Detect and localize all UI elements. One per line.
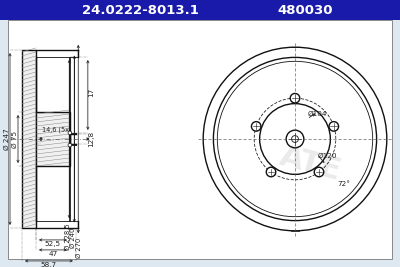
Circle shape: [290, 93, 300, 103]
Circle shape: [68, 143, 72, 147]
Circle shape: [68, 131, 72, 135]
Text: 12,8: 12,8: [88, 131, 94, 147]
Text: 47: 47: [48, 252, 58, 257]
Text: Ø 228,5: Ø 228,5: [65, 223, 71, 250]
Circle shape: [329, 122, 338, 131]
Text: Ø 247: Ø 247: [4, 128, 10, 150]
Text: 72°: 72°: [337, 181, 350, 187]
Bar: [8, 20, 392, 259]
Circle shape: [314, 167, 324, 177]
Text: Ø 75: Ø 75: [12, 131, 18, 148]
Text: 17: 17: [88, 88, 94, 97]
Bar: [36, 112, 70, 166]
Text: Ø120: Ø120: [318, 153, 338, 159]
Text: Ø 240: Ø 240: [70, 227, 76, 248]
Text: 52,5: 52,5: [45, 241, 61, 248]
Circle shape: [252, 122, 261, 131]
Text: ATE: ATE: [276, 142, 344, 186]
Text: 14,6 (5x): 14,6 (5x): [42, 126, 71, 133]
Bar: [22, 50, 36, 228]
Text: 24.0222-8013.1: 24.0222-8013.1: [82, 3, 198, 17]
Bar: [0, 0, 400, 20]
Circle shape: [266, 167, 276, 177]
Text: Ø104: Ø104: [308, 111, 328, 117]
Text: 58,7: 58,7: [41, 262, 57, 267]
Text: 480030: 480030: [277, 3, 333, 17]
Text: Ø 270: Ø 270: [76, 238, 82, 258]
